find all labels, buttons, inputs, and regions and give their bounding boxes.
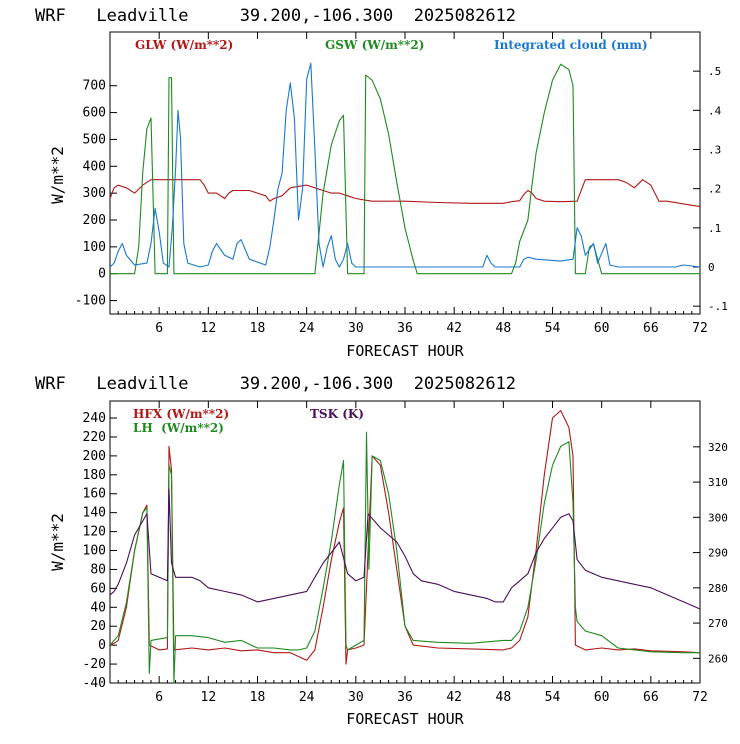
- y2-tick-label: 270: [708, 617, 728, 630]
- legend-tsk: TSK (K): [310, 407, 364, 421]
- y2-tick-label: .5: [708, 65, 721, 78]
- y-tick-label: -40: [83, 676, 106, 691]
- legend-glw: GLW (W/m**2): [135, 38, 233, 52]
- y-tick-label: 80: [90, 562, 106, 577]
- y-tick-label: 100: [83, 544, 106, 559]
- x-tick-label: 54: [545, 321, 561, 336]
- y2-tick-label: .3: [708, 144, 721, 157]
- y2-tick-label: .4: [708, 104, 722, 117]
- x-tick-label: 42: [446, 321, 462, 336]
- x-tick-label: 48: [496, 690, 512, 705]
- y-tick-label: 600: [83, 106, 106, 121]
- chart-title: WRF Leadville 39.200,-106.300 2025082612: [35, 374, 516, 394]
- x-tick-label: 36: [397, 690, 413, 705]
- axis-ticks: 6 12 18 24 30 36 42 48 54 60 66 72 -40 -20 0 20 40 60 80 10…: [83, 401, 728, 705]
- x-tick-label: 48: [496, 321, 512, 336]
- x-tick-label: 60: [594, 690, 610, 705]
- y-axis-label: W/m**2: [48, 513, 67, 571]
- panel-radiation: WRF Leadville 39.200,-106.300 2025082612…: [35, 6, 728, 360]
- y2-tick-label: 300: [708, 511, 728, 524]
- x-tick-label: 6: [155, 321, 163, 336]
- x-tick-label: 72: [692, 690, 708, 705]
- x-tick-label: 18: [250, 321, 266, 336]
- y2-tick-label: 0: [708, 261, 715, 274]
- y2-tick-label: 310: [708, 476, 728, 489]
- axis-ticks: 6 12 18 24 30 36 42 48 54 60 66 72 -100 0 100 200 300 400…: [75, 32, 728, 336]
- x-tick-label: 30: [348, 321, 364, 336]
- legend-hfx: HFX (W/m**2): [133, 407, 229, 421]
- x-axis-label: FORECAST HOUR: [346, 710, 464, 728]
- y2-tick-label: .1: [708, 222, 721, 235]
- y2-tick-label: 320: [708, 441, 728, 454]
- x-tick-label: 12: [201, 690, 217, 705]
- x-tick-label: 24: [299, 321, 315, 336]
- y-tick-label: 100: [83, 240, 106, 255]
- series-line-gsw: [110, 63, 700, 275]
- series-lines: [109, 62, 701, 275]
- series-line-glw: [109, 179, 701, 208]
- x-tick-label: 6: [155, 690, 163, 705]
- y2-tick-label: 280: [708, 582, 728, 595]
- series-line-lh: [109, 431, 700, 684]
- legend-gsw: GSW (W/m**2): [325, 38, 424, 52]
- y-tick-label: 140: [83, 506, 106, 521]
- y2-tick-label: 260: [708, 652, 728, 665]
- x-tick-label: 66: [643, 690, 659, 705]
- y-tick-label: 20: [90, 619, 106, 634]
- y-tick-label: 160: [83, 487, 106, 502]
- y-tick-label: 180: [83, 468, 106, 483]
- y-tick-label: 700: [83, 79, 106, 94]
- x-axis-label: FORECAST HOUR: [346, 342, 464, 360]
- panel-surface-flux: WRF Leadville 39.200,-106.300 2025082612…: [35, 374, 728, 728]
- x-tick-label: 30: [348, 690, 364, 705]
- x-tick-label: 72: [692, 321, 708, 336]
- y-tick-label: 200: [83, 213, 106, 228]
- plot-frame: [109, 31, 701, 315]
- y-tick-label: -100: [75, 294, 106, 309]
- legend-cloud: Integrated cloud (mm): [494, 38, 648, 52]
- y-tick-label: 0: [98, 267, 106, 282]
- x-tick-label: 18: [250, 690, 266, 705]
- x-tick-label: 42: [446, 690, 462, 705]
- y-axis-label: W/m**2: [48, 146, 67, 204]
- y-tick-label: 240: [83, 411, 106, 426]
- plot-frame: [109, 400, 701, 684]
- y-tick-label: 500: [83, 132, 106, 147]
- series-line-tsk: [109, 488, 701, 610]
- x-tick-label: 24: [299, 690, 315, 705]
- x-tick-label: 54: [545, 690, 561, 705]
- y-tick-label: 0: [98, 638, 106, 653]
- y2-tick-label: 290: [708, 547, 728, 560]
- y2-tick-label: .2: [708, 183, 721, 196]
- x-tick-label: 60: [594, 321, 610, 336]
- x-tick-label: 66: [643, 321, 659, 336]
- series-lines: [109, 409, 701, 684]
- y-tick-label: -20: [83, 657, 106, 672]
- y2-tick-label: -.1: [708, 300, 728, 313]
- y-tick-label: 40: [90, 600, 106, 615]
- y-tick-label: 400: [83, 159, 106, 174]
- x-tick-label: 12: [201, 321, 217, 336]
- series-line-integrated: [109, 62, 701, 268]
- chart-title: WRF Leadville 39.200,-106.300 2025082612: [35, 6, 516, 26]
- y-tick-label: 60: [90, 581, 106, 596]
- y-tick-label: 120: [83, 525, 106, 540]
- x-tick-label: 36: [397, 321, 413, 336]
- y-tick-label: 200: [83, 449, 106, 464]
- y-tick-label: 220: [83, 430, 106, 445]
- y-tick-label: 300: [83, 186, 106, 201]
- legend-lh: LH (W/m**2): [133, 421, 224, 435]
